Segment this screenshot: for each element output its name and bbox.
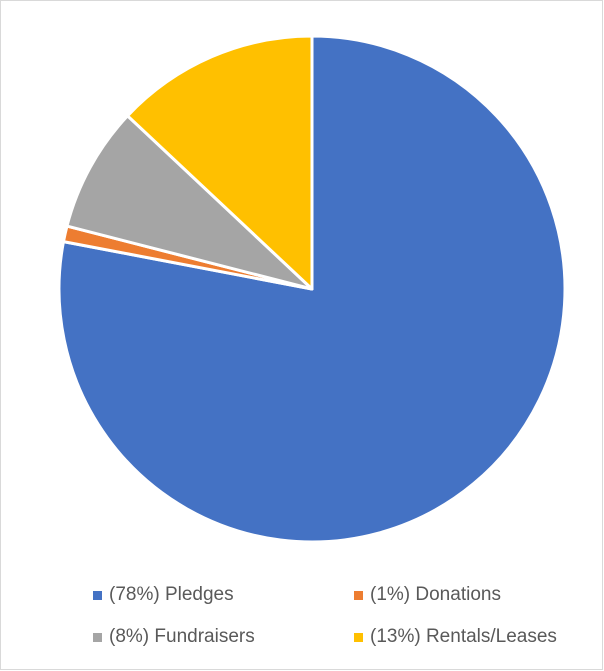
legend-item-donations: (1%) Donations bbox=[354, 584, 501, 606]
legend-label-fundraisers: (8%) Fundraisers bbox=[109, 626, 255, 647]
pie-slice-rentals-leases bbox=[126, 34, 314, 291]
legend-item-pledges: (78%) Pledges bbox=[93, 584, 234, 606]
legend-item-rentals-leases: (13%) Rentals/Leases bbox=[354, 626, 557, 648]
pie-slice-fundraisers bbox=[65, 114, 314, 291]
legend-label-donations: (1%) Donations bbox=[370, 584, 501, 605]
legend-label-pledges: (78%) Pledges bbox=[109, 584, 234, 605]
legend-swatch-donations bbox=[354, 590, 363, 600]
legend-item-fundraisers: (8%) Fundraisers bbox=[93, 626, 255, 648]
pie-chart bbox=[57, 34, 567, 544]
legend-swatch-fundraisers bbox=[93, 632, 102, 642]
legend-swatch-pledges bbox=[93, 590, 102, 600]
legend-label-rentals-leases: (13%) Rentals/Leases bbox=[370, 626, 557, 647]
legend-swatch-rentals-leases bbox=[354, 632, 363, 642]
